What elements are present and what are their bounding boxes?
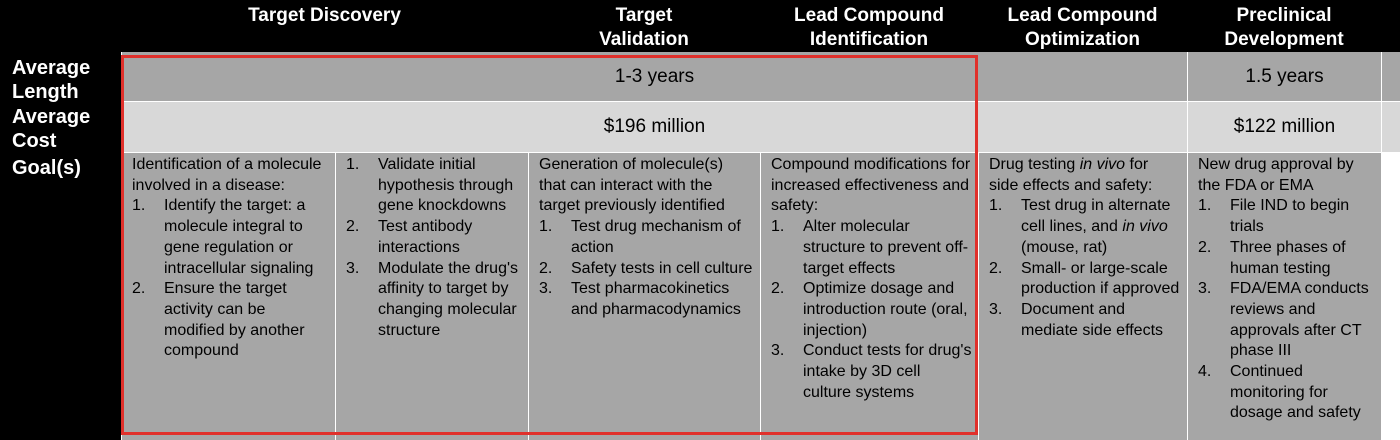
goal-item: 1. Validate initial hypothesis through ge… [346, 155, 522, 217]
goal-item: 3. FDA/EMA conducts reviews and approvals… [1198, 279, 1375, 362]
goal-intro: New drug approval by the FDA or EMA [1198, 156, 1354, 194]
goal-item-number: 3. [1198, 280, 1212, 298]
goal-item-number: 2. [346, 218, 360, 236]
goals-target-discovery: Identification of a molecule involved in… [121, 153, 335, 440]
goal-item: 1. Alter molecular structure to prevent o… [771, 217, 972, 279]
goal-item: 3. Modulate the drug's affinity to target… [346, 259, 522, 342]
goal-item: 1. Test drug in alternate cell lines, and… [989, 196, 1181, 258]
goal-item-text: Small- or large-scale production if appr… [1021, 259, 1180, 298]
goal-item-number: 3. [539, 280, 553, 298]
length-early-stages: 1-3 years [121, 52, 1187, 102]
goals-clinical-trials: New drug approval by the FDA or EMA 1. Fi… [1187, 153, 1381, 440]
goal-item-text: Ensure the target activity can be modifi… [164, 280, 305, 360]
goal-item-text: Test pharmacokinetics and pharmacodynami… [571, 280, 741, 318]
goal-item-number: 3. [989, 300, 1003, 318]
goal-item: 2. Small- or large-scale production if ap… [989, 259, 1181, 300]
goal-item-text-part: Test drug in alternate cell lines, and [1021, 197, 1171, 236]
goal-item-text: Document and mediate side effects [1021, 300, 1164, 339]
goal-item-number: 4. [1198, 363, 1212, 381]
goal-item-number: 2. [771, 280, 785, 298]
cost-clinical: $1-2.5 billion [1381, 102, 1400, 153]
goal-item-text: Continued monitoring for dosage and safe… [1230, 363, 1361, 422]
goal-item: 3. Document and mediate side effects [989, 300, 1181, 341]
column-header-target-discovery: Target Discovery [121, 0, 528, 52]
column-header-preclinical: Preclinical Development [1187, 0, 1381, 52]
goal-item: 1. Identify the target: a molecule integr… [132, 196, 329, 279]
row-header-average-length: Average Length [0, 52, 121, 103]
goal-item-text: Three phases of human testing [1230, 238, 1346, 277]
goals-lead-optimization: Compound modifications for increased eff… [760, 153, 978, 440]
goal-item-number: 1. [539, 218, 553, 236]
goal-item-text: Alter molecular structure to prevent off… [803, 218, 969, 277]
cost-early-stages: $196 million [121, 102, 1187, 153]
cost-preclinical-value: $122 million [1233, 116, 1336, 137]
goal-item-text: Test drug mechanism of action [571, 218, 741, 256]
goal-item-number: 1. [346, 156, 360, 173]
goal-item-text: File IND to begin trials [1230, 197, 1350, 236]
goal-item-number: 2. [539, 259, 553, 277]
goal-intro-emphasis: in vivo [1079, 156, 1126, 173]
goal-intro: Identification of a molecule involved in… [132, 156, 322, 194]
goal-item: 2. Ensure the target activity can be modi… [132, 279, 329, 362]
goal-item-text: FDA/EMA conducts reviews and approvals a… [1230, 280, 1369, 360]
goal-item: 2. Test antibody interactions [346, 217, 522, 258]
goal-item: 2. Three phases of human testing [1198, 238, 1375, 279]
goal-item-number: 1. [1198, 197, 1212, 215]
goal-item-number: 3. [346, 259, 360, 277]
goal-item-text: Validate initial hypothesis through gene… [378, 156, 514, 215]
row-header-goals: Goal(s) [0, 153, 121, 440]
corner-cell [0, 0, 121, 52]
goal-item-text: Test antibody interactions [378, 218, 473, 256]
goal-intro: Drug testing in vivo for side effects an… [989, 155, 1181, 196]
goal-item-number: 3. [771, 342, 785, 360]
goal-item-number: 1. [989, 197, 1003, 215]
cost-preclinical: $122 million [1187, 102, 1381, 153]
goal-item: 1. Test drug mechanism of action [539, 217, 754, 258]
goal-item: 2. Safety tests in cell culture [539, 259, 754, 280]
goal-intro-text: for side effects and safety: [989, 156, 1153, 194]
length-clinical: 6-7 years [1381, 52, 1400, 102]
column-header-target-validation: Target Validation [528, 0, 760, 52]
column-header-clinical-trials: Clinical Trials [1381, 0, 1400, 52]
goal-item: 2. Optimize dosage and introduction route… [771, 279, 972, 341]
goal-intro: Generation of molecule(s) that can inter… [539, 156, 725, 215]
column-header-lead-optimization: Lead Compound Optimization [978, 0, 1187, 52]
goals-preclinical: Drug testing in vivo for side effects an… [978, 153, 1187, 440]
length-preclinical-value: 1.5 years [1245, 65, 1324, 87]
goal-intro: Compound modifications for increased eff… [771, 156, 971, 215]
goal-item-number: 1. [771, 218, 785, 236]
goal-item-text: Identify the target: a molecule integral… [164, 197, 314, 277]
goal-item-number: 2. [1198, 238, 1212, 256]
goal-item: 3. Test pharmacokinetics and pharmacodyna… [539, 279, 754, 320]
goal-item-text: Conduct tests for drug's intake by 3D ce… [803, 342, 972, 401]
goal-item: 3. Conduct tests for drug's intake by 3D … [771, 341, 972, 403]
goal-item-text: Test drug in alternate cell lines, and i… [1021, 196, 1181, 258]
goal-item-text: Optimize dosage and introduction route (… [803, 280, 968, 339]
goal-item: 1. File IND to begin trials [1198, 196, 1375, 237]
column-header-lead-identification: Lead Compound Identification [760, 0, 978, 52]
goal-item-number: 1. [132, 197, 146, 215]
length-preclinical: 1.5 years [1187, 52, 1381, 102]
length-early-value: 1-3 years [614, 65, 695, 87]
row-header-average-cost: Average Cost [0, 102, 121, 153]
goal-item-number: 2. [132, 280, 146, 298]
goal-item-emphasis: in vivo [1122, 218, 1168, 236]
goal-item-number: 2. [989, 259, 1003, 277]
cost-early-value: $196 million [603, 116, 706, 137]
goal-item: 4. Continued monitoring for dosage and sa… [1198, 362, 1375, 424]
goals-target-validation: 1. Validate initial hypothesis through ge… [335, 153, 528, 440]
goal-item-text-part: (mouse, rat) [1021, 238, 1108, 256]
goals-lead-identification: Generation of molecule(s) that can inter… [528, 153, 760, 440]
goal-item-text: Modulate the drug's affinity to target b… [378, 259, 519, 339]
goal-intro-text: Drug testing [989, 156, 1080, 173]
goal-item-text: Safety tests in cell culture [571, 259, 753, 277]
